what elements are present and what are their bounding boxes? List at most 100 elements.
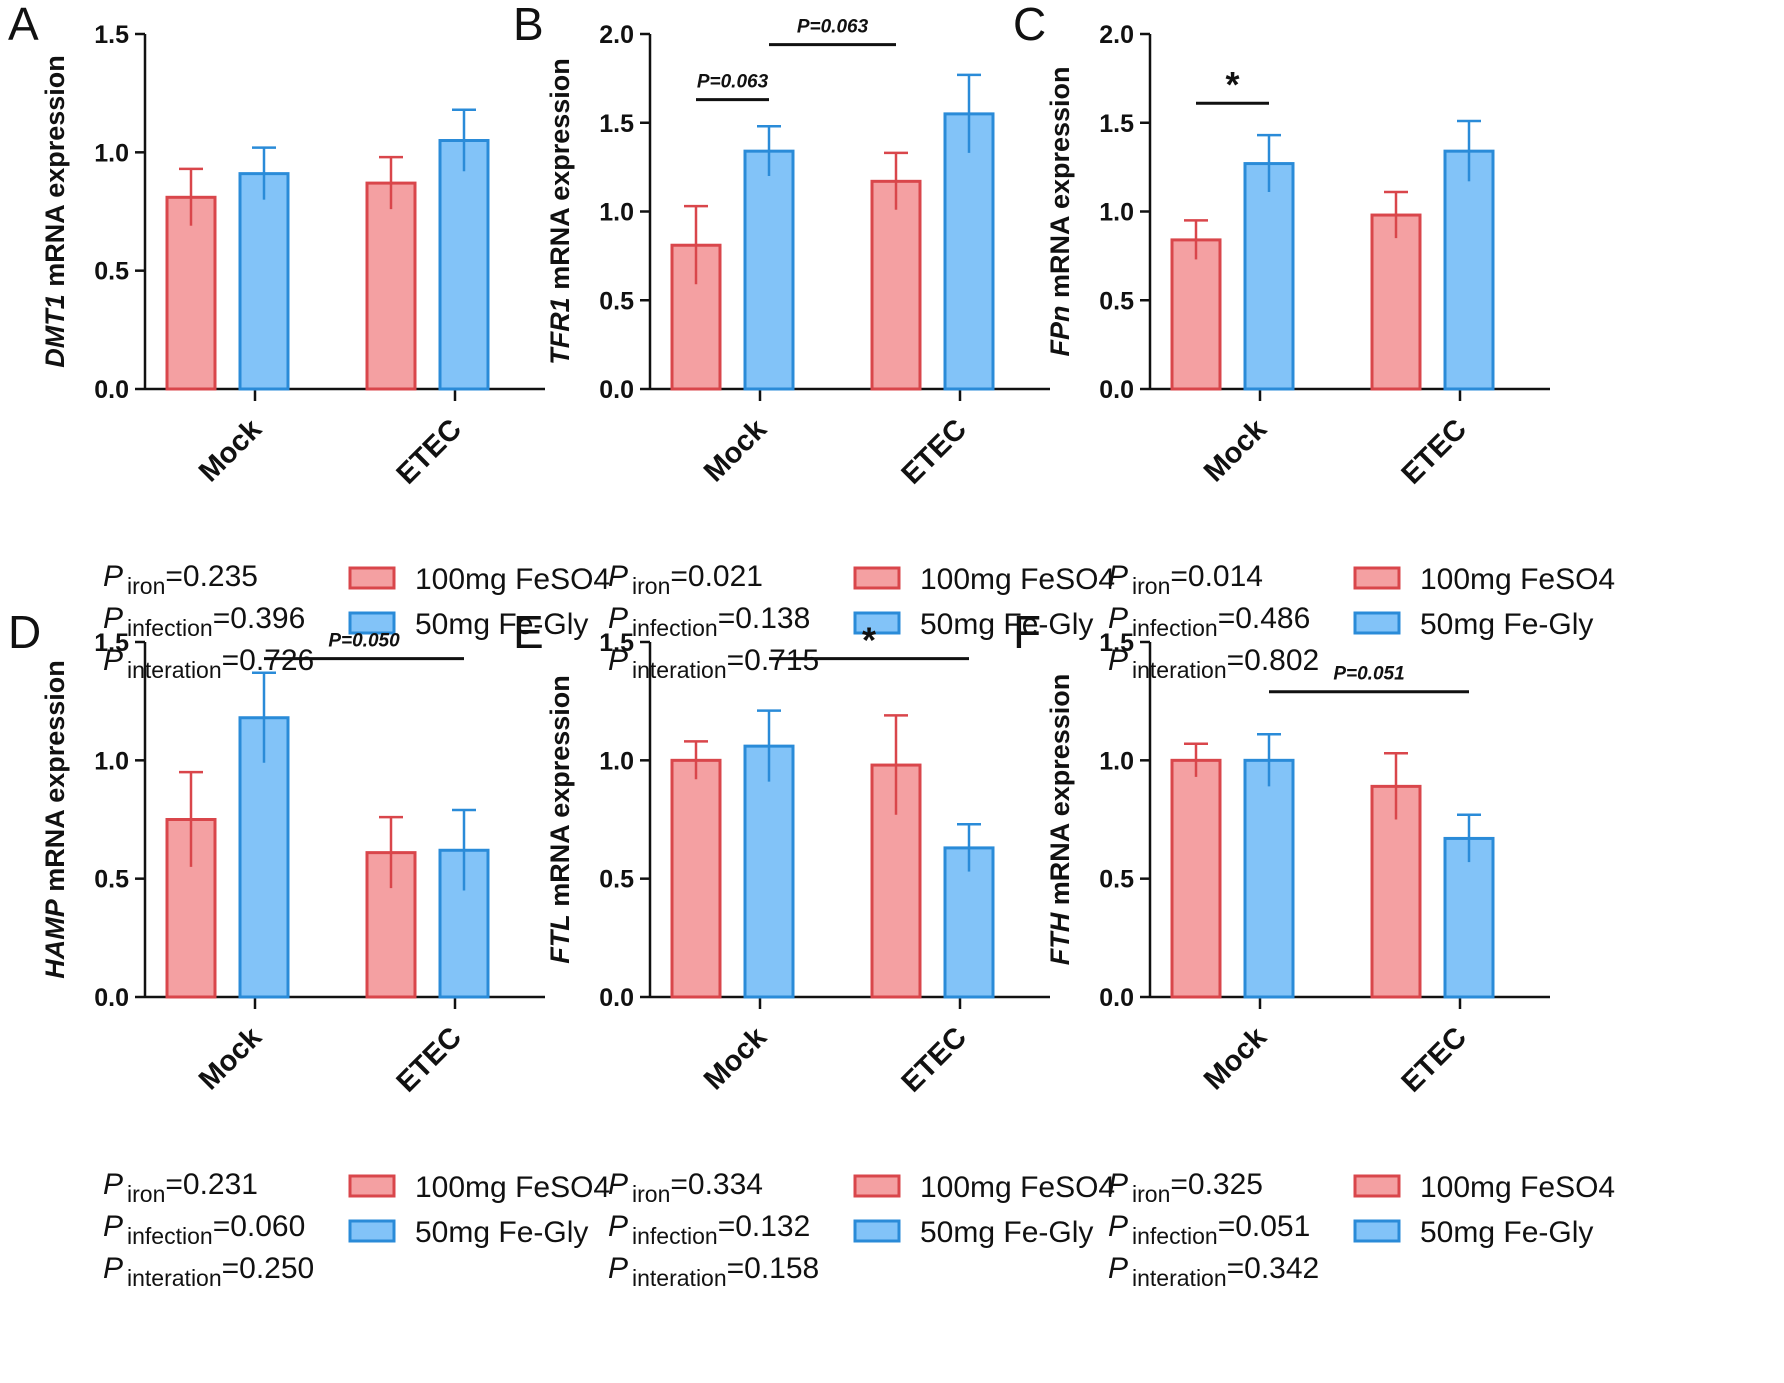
stat-factor: interation — [127, 657, 222, 683]
bar-feso4-etec — [365, 851, 417, 999]
gene-name: FTL — [545, 914, 575, 963]
stat-factor: infection — [632, 615, 718, 641]
legend-swatch-fegly — [853, 1219, 901, 1243]
legend-label-feso4: 100mg FeSO4 — [415, 563, 610, 596]
y-tick-label: 0.0 — [599, 984, 634, 1012]
y-tick-label: 0.0 — [1099, 376, 1134, 404]
legend-label-fegly: 50mg Fe-Gly — [415, 608, 588, 641]
category-label: ETEC — [896, 1021, 973, 1098]
y-tick-label: 0.5 — [1099, 866, 1134, 894]
legend-swatch-feso4 — [853, 566, 901, 590]
panel-letter: A — [8, 0, 39, 50]
stat-value: =0.726 — [222, 644, 315, 677]
significance-star: * — [1225, 64, 1239, 105]
stat-factor: iron — [127, 1181, 165, 1207]
bar-feso4-mock — [670, 758, 722, 999]
y-tick-label: 1.5 — [1099, 629, 1134, 657]
stat-factor: infection — [1132, 615, 1218, 641]
legend-label-feso4: 100mg FeSO4 — [920, 563, 1115, 596]
significance-star: * — [862, 620, 876, 661]
y-axis-suffix: mRNA expression — [1045, 66, 1075, 305]
stat-value: =0.235 — [165, 560, 258, 593]
bar-fegly-mock — [238, 716, 290, 999]
stat-value: =0.486 — [1218, 602, 1311, 635]
stat-value: =0.132 — [718, 1210, 811, 1243]
stat-factor: interation — [632, 1265, 727, 1291]
significance-p-value: P=0.063 — [697, 72, 769, 93]
legend-label-fegly: 50mg Fe-Gly — [415, 1216, 588, 1249]
category-label: Mock — [1198, 1021, 1274, 1097]
legend-swatch-feso4 — [348, 1174, 396, 1198]
y-axis-title: HAMP mRNA expression — [40, 660, 70, 979]
stat-factor: interation — [632, 657, 727, 683]
stat-value: =0.051 — [1218, 1210, 1311, 1243]
stat-value: =0.138 — [718, 602, 811, 635]
stat-p-symbol: P — [1108, 644, 1128, 677]
category-label: Mock — [698, 413, 774, 489]
stat-value: =0.334 — [670, 1168, 763, 1201]
stat-factor: iron — [127, 573, 165, 599]
y-tick-label: 2.0 — [599, 21, 634, 49]
bar-feso4-mock — [165, 195, 217, 391]
bar-fegly-etec — [943, 112, 995, 391]
y-tick-label: 0.5 — [94, 866, 129, 894]
category-label: ETEC — [1396, 1021, 1473, 1098]
y-tick-label: 0.0 — [94, 984, 129, 1012]
stat-value: =0.396 — [213, 602, 306, 635]
legend-label-feso4: 100mg FeSO4 — [1420, 1171, 1615, 1204]
y-axis-suffix: mRNA expression — [545, 58, 575, 297]
panel-c: C FPn mRNA expression 0.0 0.5 1.0 1.5 2.0 Mock E… — [1013, 0, 1615, 683]
y-tick-label: 0.5 — [599, 866, 634, 894]
bar-feso4-etec — [1370, 213, 1422, 391]
legend-label-fegly: 50mg Fe-Gly — [1420, 1216, 1593, 1249]
stat-p-symbol: P — [608, 602, 628, 635]
panel-letter: E — [513, 606, 544, 658]
stat-factor: iron — [632, 573, 670, 599]
stat-value: =0.231 — [165, 1168, 258, 1201]
gene-name: HAMP — [40, 898, 70, 978]
panel-letter: C — [1013, 0, 1046, 50]
y-tick-label: 0.5 — [94, 258, 129, 286]
bar-fegly-etec — [438, 139, 490, 391]
legend-swatch-feso4 — [853, 1174, 901, 1198]
stat-factor: iron — [1132, 1181, 1170, 1207]
legend-swatch-feso4 — [1353, 566, 1401, 590]
bar-fegly-mock — [238, 172, 290, 391]
legend-swatch-fegly — [348, 611, 396, 635]
gene-name: DMT1 — [40, 294, 70, 368]
legend-swatch-fegly — [1353, 1219, 1401, 1243]
significance-p-value: P=0.050 — [328, 631, 400, 652]
gene-name: FTH — [1045, 912, 1075, 965]
category-label: Mock — [1198, 413, 1274, 489]
y-tick-label: 0.5 — [1099, 287, 1134, 315]
stat-value: =0.802 — [1227, 644, 1320, 677]
stat-value: =0.014 — [1170, 560, 1263, 593]
legend-label-feso4: 100mg FeSO4 — [1420, 563, 1615, 596]
y-tick-label: 1.0 — [94, 139, 129, 167]
y-tick-label: 1.5 — [1099, 110, 1134, 138]
y-tick-label: 1.0 — [1099, 199, 1134, 227]
stat-factor: iron — [1132, 573, 1170, 599]
stat-p-symbol: P — [103, 560, 123, 593]
bar-feso4-etec — [870, 179, 922, 391]
stat-p-symbol: P — [1108, 560, 1128, 593]
stat-factor: interation — [1132, 1265, 1227, 1291]
stat-factor: infection — [127, 1223, 213, 1249]
y-tick-label: 0.5 — [599, 287, 634, 315]
legend-swatch-fegly — [1353, 611, 1401, 635]
legend-label-feso4: 100mg FeSO4 — [415, 1171, 610, 1204]
stat-factor: infection — [127, 615, 213, 641]
category-label: Mock — [193, 1021, 269, 1097]
legend-swatch-feso4 — [1353, 1174, 1401, 1198]
y-tick-label: 0.0 — [94, 376, 129, 404]
bar-feso4-etec — [1370, 784, 1422, 999]
bar-fegly-etec — [943, 846, 995, 999]
y-tick-label: 1.5 — [599, 110, 634, 138]
